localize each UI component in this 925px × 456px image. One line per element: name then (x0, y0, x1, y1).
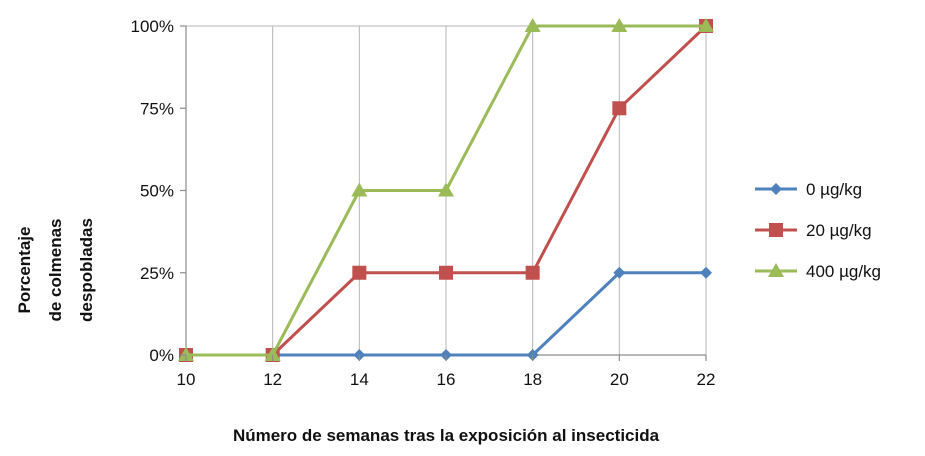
x-tick-label-12: 12 (263, 370, 282, 389)
y-tick-label-0: 0% (149, 346, 174, 365)
y-tick-label-75: 75% (140, 99, 174, 118)
series-2-point-20 (612, 101, 627, 116)
y-axis-title-line-3: despobladas (77, 218, 96, 322)
series-3-point-20 (611, 18, 628, 32)
tick-labels: 0% 25% 50% 75% 100% 10 12 14 16 18 20 22 (131, 17, 716, 389)
legend-item-1: 0 µg/kg (755, 180, 862, 199)
legend-marker-2 (769, 223, 783, 237)
y-tick-label-50: 50% (140, 182, 174, 201)
y-axis-title-line-1: Porcentaje (15, 227, 34, 314)
legend-item-3: 400 µg/kg (755, 262, 881, 281)
series-3-point-16 (438, 182, 454, 197)
y-tick-label-100: 100% (131, 17, 174, 36)
legend-marker-3 (768, 263, 784, 277)
series-3-point-22 (698, 18, 714, 32)
x-tick-label-14: 14 (350, 370, 369, 389)
legend: 0 µg/kg 20 µg/kg 400 µg/kg (755, 180, 881, 281)
series-3-point-10 (178, 347, 194, 361)
series-2-point-16 (439, 265, 453, 280)
series-3-point-18 (524, 18, 541, 32)
x-tick-label-22: 22 (697, 370, 716, 389)
series-3-point-14 (351, 182, 368, 197)
x-tick-label-20: 20 (610, 370, 629, 389)
y-axis-title-line-2: de colmenas (46, 219, 65, 322)
legend-item-2: 20 µg/kg (755, 221, 872, 240)
x-tick-label-16: 16 (437, 370, 456, 389)
series-2-point-14 (352, 265, 367, 280)
legend-label-2: 20 µg/kg (806, 221, 872, 240)
legend-label-3: 400 µg/kg (806, 262, 881, 281)
series-1-point-22 (700, 266, 712, 279)
y-tick-label-25: 25% (140, 264, 174, 283)
x-tick-label-10: 10 (177, 370, 196, 389)
x-axis-title: Número de semanas tras la exposición al … (233, 426, 660, 445)
series-3-point-12 (264, 347, 281, 361)
legend-label-1: 0 µg/kg (806, 180, 862, 199)
series-2-point-18 (525, 265, 540, 280)
series-1-point-20 (613, 266, 626, 279)
x-tick-label-18: 18 (523, 370, 542, 389)
y-axis-title: Porcentaje de colmenas despobladas (15, 218, 96, 322)
legend-marker-1 (770, 183, 782, 195)
